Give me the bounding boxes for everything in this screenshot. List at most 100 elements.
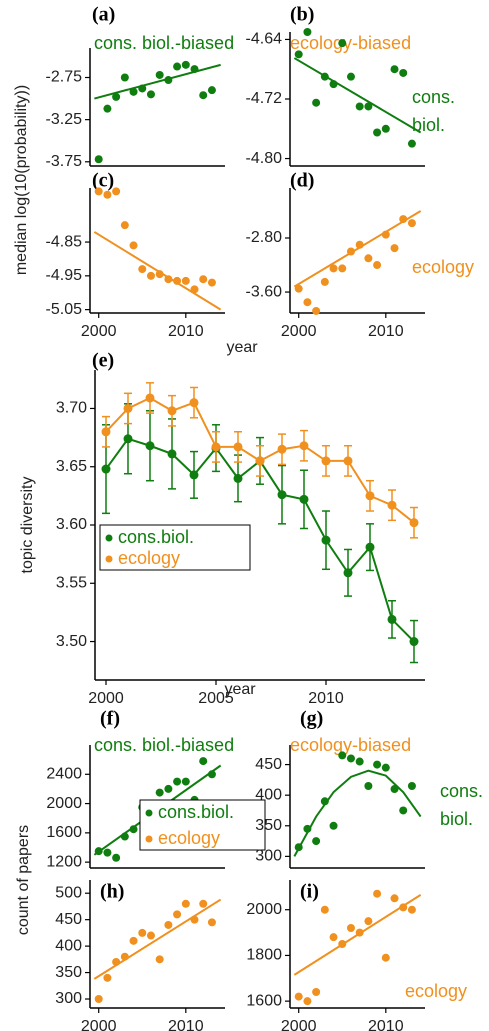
- point: [320, 905, 329, 914]
- legend-marker: [105, 534, 113, 542]
- panel-label: (b): [290, 4, 314, 26]
- point: [155, 270, 164, 279]
- point: [112, 187, 121, 196]
- y-tick-label: 1600: [246, 992, 282, 1009]
- legend-box: [139, 799, 266, 851]
- annotation: biol.: [412, 115, 445, 135]
- y-axis-title: median log(10(probability)): [13, 85, 30, 275]
- point: [407, 219, 416, 228]
- y-tick-label: -2.80: [246, 229, 283, 246]
- point: [207, 770, 216, 779]
- y-tick-label: -4.95: [46, 267, 83, 284]
- legend-label: ecology: [158, 828, 220, 848]
- point: [355, 240, 364, 249]
- point: [390, 894, 399, 903]
- y-tick-label: 1600: [46, 824, 82, 841]
- panel-subtitle: cons. biol.-biased: [94, 735, 234, 755]
- panel-label: (g): [300, 708, 323, 730]
- y-tick-label: 3.70: [56, 400, 87, 417]
- y-tick-label: -4.64: [246, 31, 283, 48]
- point: [155, 70, 164, 79]
- fit-line: [293, 210, 422, 288]
- point: [167, 406, 177, 416]
- annotation: cons.: [440, 781, 483, 801]
- point: [373, 889, 382, 898]
- point: [365, 542, 375, 552]
- panel-label: (h): [100, 881, 124, 903]
- point: [181, 60, 190, 69]
- panel-label: (e): [92, 350, 114, 372]
- legend-box: [99, 524, 251, 571]
- panel-label: (d): [290, 170, 314, 192]
- x-tick-label: 2000: [281, 1018, 317, 1031]
- point: [312, 988, 321, 996]
- point: [321, 456, 331, 466]
- y-tick-label: 350: [55, 964, 82, 981]
- point: [320, 797, 329, 806]
- point: [94, 155, 103, 164]
- y-tick-label: 2000: [46, 795, 82, 812]
- point: [123, 434, 133, 444]
- y-tick-label: 3.60: [56, 516, 87, 533]
- point: [312, 306, 321, 315]
- point: [199, 275, 208, 284]
- x-tick-label: 2010: [308, 690, 344, 707]
- point: [409, 637, 419, 647]
- y-tick-label: -3.75: [46, 153, 83, 170]
- point: [355, 928, 364, 937]
- point: [173, 62, 182, 71]
- point: [329, 933, 338, 942]
- y-tick-label: -5.05: [46, 301, 83, 318]
- point: [146, 931, 155, 940]
- point: [329, 821, 338, 830]
- point: [94, 847, 103, 856]
- y-tick-label: -2.75: [46, 69, 83, 86]
- point: [207, 918, 216, 927]
- point: [399, 806, 408, 815]
- point: [120, 832, 129, 841]
- point: [103, 190, 112, 199]
- y-tick-label: 500: [55, 884, 82, 901]
- point: [173, 777, 182, 786]
- y-tick-label: -4.80: [246, 150, 283, 167]
- y-tick-label: 3.50: [56, 633, 87, 650]
- panel-subtitle: ecology-biased: [290, 735, 411, 755]
- point: [407, 905, 416, 914]
- point: [129, 241, 138, 250]
- point: [346, 247, 355, 256]
- x-tick-label: 2010: [368, 1018, 404, 1031]
- point: [338, 940, 347, 948]
- point: [373, 760, 382, 769]
- point: [338, 751, 347, 760]
- y-tick-label: -3.25: [46, 111, 83, 128]
- point: [129, 87, 138, 96]
- y-tick-label: 350: [255, 817, 282, 834]
- point: [181, 899, 190, 908]
- point: [343, 568, 353, 578]
- point: [303, 28, 312, 36]
- point: [138, 84, 147, 93]
- y-axis-title: topic diversity: [19, 477, 36, 574]
- point: [365, 491, 375, 501]
- x-tick-label: 2000: [88, 690, 124, 707]
- y-axis-title: count of papers: [15, 825, 32, 935]
- point: [255, 456, 265, 466]
- panel-label: (f): [100, 708, 120, 730]
- point: [409, 518, 419, 528]
- point: [338, 39, 347, 48]
- x-axis-title: year: [224, 681, 256, 698]
- point: [294, 843, 303, 852]
- point: [312, 837, 321, 846]
- point: [129, 825, 138, 834]
- x-tick-label: 2010: [168, 323, 204, 340]
- point: [373, 261, 382, 270]
- point: [146, 271, 155, 280]
- legend-label: cons.biol.: [158, 802, 234, 822]
- point: [103, 973, 112, 982]
- legend-marker: [145, 809, 153, 817]
- x-tick-label: 2010: [368, 323, 404, 340]
- annotation: cons.: [412, 87, 455, 107]
- point: [103, 104, 112, 113]
- point: [320, 72, 329, 81]
- annotation: ecology: [405, 981, 467, 1001]
